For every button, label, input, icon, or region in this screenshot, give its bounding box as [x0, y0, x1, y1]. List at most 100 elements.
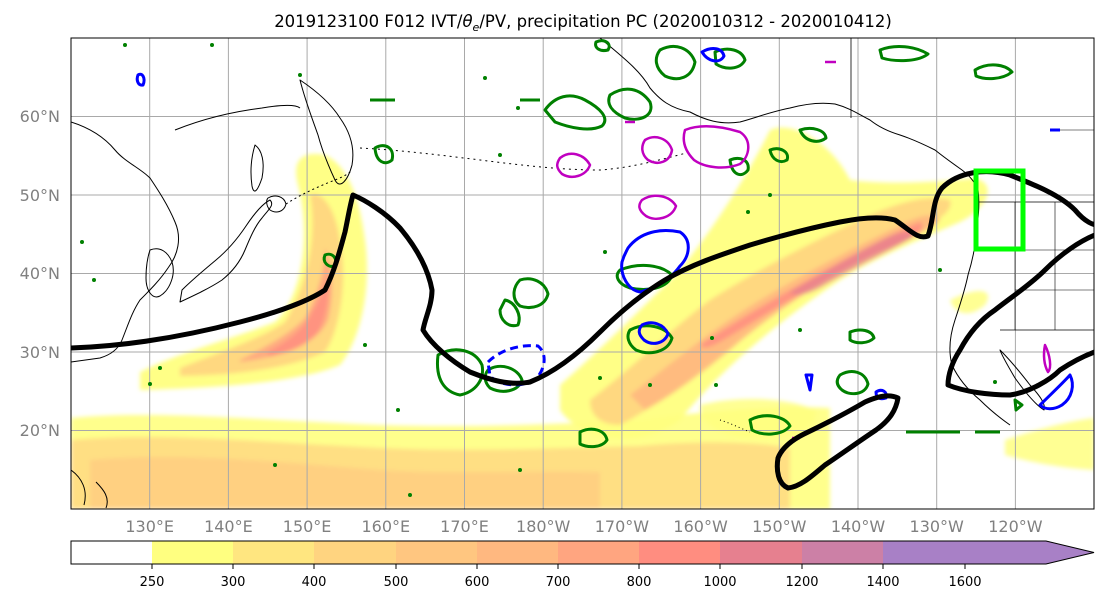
- coastline-east-asia: [71, 121, 179, 363]
- coastline-alaska: [599, 38, 979, 191]
- ivt-shading: [71, 127, 1094, 509]
- green-contour-dot: [938, 268, 942, 272]
- green-contour: [973, 63, 1014, 81]
- lat-label-30: 30°N: [20, 343, 60, 362]
- green-contour: [713, 47, 747, 70]
- coastline-kamchatka: [299, 79, 354, 185]
- pv-contour-main: [71, 169, 1094, 386]
- green-contour-dot: [80, 240, 84, 244]
- ivt-fill-east-river-inner: [630, 215, 940, 410]
- colorbar-label-1600: 1600: [948, 575, 981, 590]
- colorbar-segment-6: [558, 541, 639, 564]
- green-contour-dot: [298, 73, 302, 77]
- lon-label-140e: 140°E: [204, 517, 253, 536]
- green-contour: [512, 277, 550, 309]
- green-contour-dot: [746, 210, 750, 214]
- coastline-korea: [145, 248, 174, 298]
- magenta-contour: [641, 136, 674, 164]
- border-us-states: [1014, 129, 1094, 330]
- magenta-contour: [1042, 343, 1052, 374]
- blue-contour: [637, 321, 670, 345]
- lon-label-170e: 170°E: [440, 517, 489, 536]
- green-contour-dot: [518, 468, 522, 472]
- green-contour-dot: [598, 376, 602, 380]
- magenta-contour: [682, 125, 750, 169]
- green-contour: [728, 156, 750, 177]
- colorbar-label-600: 600: [465, 575, 490, 590]
- magenta-contour: [638, 194, 678, 220]
- lon-label-150e: 150°E: [283, 517, 332, 536]
- lat-label-50: 50°N: [20, 186, 60, 205]
- coastline-okhotsk: [174, 104, 301, 131]
- green-contour-dot: [648, 383, 652, 387]
- lon-label-130w: 130°W: [910, 517, 965, 536]
- blue-contour: [135, 72, 146, 87]
- green-contour-dot: [993, 380, 997, 384]
- green-contour: [654, 45, 697, 81]
- ivt-fill-tropical-inner: [90, 457, 600, 509]
- lat-label-60: 60°N: [20, 107, 60, 126]
- green-contour-dot: [396, 408, 400, 412]
- green-contour-dot: [714, 383, 718, 387]
- coastline-japan: [179, 199, 273, 303]
- colorbar-segment-7: [639, 541, 720, 564]
- green-contour-dot: [123, 43, 127, 47]
- green-contour: [594, 39, 611, 52]
- green-contour: [768, 147, 790, 164]
- target-region-box: [973, 168, 1026, 252]
- colorbar-label-1000: 1000: [703, 575, 736, 590]
- green-contour-dots: [80, 43, 997, 497]
- green-contour: [835, 370, 870, 396]
- green-contour-dot: [516, 106, 520, 110]
- green-contour: [848, 328, 876, 345]
- green-contour-dot: [408, 493, 412, 497]
- colorbar-segment-1: [152, 541, 233, 564]
- green-contour-dot: [273, 463, 277, 467]
- colorbar-label-500: 500: [384, 575, 409, 590]
- coastline-philippines: [71, 469, 108, 509]
- lon-label-120w: 120°W: [988, 517, 1043, 536]
- map-content: [71, 38, 1094, 509]
- colorbar-tick-labels: 250 300 400 500 600 700 800 1000 1200 14…: [140, 575, 982, 590]
- latitude-labels: 60°N 50°N 40°N 30°N 20°N: [20, 107, 60, 440]
- colorbar-label-300: 300: [221, 575, 246, 590]
- lat-label-20: 20°N: [20, 421, 60, 440]
- green-contour: [498, 298, 521, 328]
- lon-label-180w: 180°W: [516, 517, 571, 536]
- green-contour-dot: [710, 336, 714, 340]
- magenta-contour: [556, 152, 592, 178]
- green-contour-dot: [483, 76, 487, 80]
- coastline-aleutians: [359, 147, 691, 171]
- colorbar-outline: [70, 540, 1095, 565]
- green-contour: [607, 87, 653, 121]
- colorbar-label-400: 400: [302, 575, 327, 590]
- ivt-fill-east-river-peak: [790, 232, 913, 295]
- figure-title: 2019123100 F012 IVT/θe/PV, precipitation…: [274, 12, 892, 34]
- pv-contours: [71, 169, 1094, 491]
- green-contour-dot: [798, 328, 802, 332]
- lon-label-160w: 160°W: [673, 517, 728, 536]
- lon-label-170w: 170°W: [595, 517, 650, 536]
- green-contour: [543, 94, 607, 131]
- green-contour: [578, 427, 609, 449]
- green-contour-dot: [148, 382, 152, 386]
- coastlines: [71, 38, 1094, 509]
- green-contour: [435, 348, 485, 397]
- green-contour-dot: [363, 343, 367, 347]
- colorbar-label-700: 700: [546, 575, 571, 590]
- lon-label-150w: 150°W: [752, 517, 807, 536]
- green-contour: [373, 144, 395, 165]
- coastline-hawaii: [719, 419, 751, 433]
- longitude-labels: 130°E 140°E 150°E 160°E 170°E 180°W 170°…: [125, 517, 1042, 536]
- lon-label-160e: 160°E: [361, 517, 410, 536]
- colorbar: 250 300 400 500 600 700 800 1000 1200 14…: [70, 540, 1095, 590]
- coastline-sakhalin: [250, 144, 264, 192]
- colorbar-segment-0: [71, 541, 152, 564]
- colorbar-segment-3: [314, 541, 396, 564]
- colorbar-segment-5: [477, 541, 558, 564]
- green-contour: [748, 414, 792, 436]
- map-frame: [70, 37, 1095, 510]
- green-contour-dot: [210, 43, 214, 47]
- colorbar-segment-8: [720, 541, 802, 564]
